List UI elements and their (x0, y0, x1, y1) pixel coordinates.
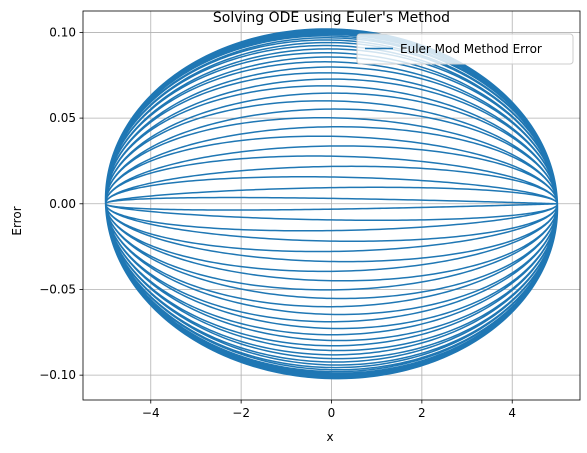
x-tick-label: −2 (232, 406, 250, 420)
x-tick-labels: −4 −2 0 2 4 (142, 406, 516, 420)
y-tick-label: 0.10 (49, 25, 76, 39)
x-tick-label: 0 (328, 406, 336, 420)
legend: Euler Mod Method Error (356, 33, 574, 65)
tick-marks (79, 32, 513, 404)
y-axis-label: Error (10, 206, 24, 235)
y-tick-label: 0.05 (49, 111, 76, 125)
y-tick-label: −0.05 (39, 282, 76, 296)
legend-frame (356, 33, 574, 65)
x-axis-label: x (326, 430, 333, 444)
chart-title: Solving ODE using Euler's Method (213, 10, 450, 26)
y-tick-label: −0.10 (39, 368, 76, 382)
x-tick-label: −4 (142, 406, 160, 420)
legend-label-euler-mod-error: Euler Mod Method Error (400, 42, 542, 56)
y-tick-label: 0.00 (49, 197, 76, 211)
y-tick-labels: −0.10 −0.05 0.00 0.05 0.10 (39, 25, 76, 382)
x-tick-label: 4 (508, 406, 516, 420)
x-tick-label: 2 (418, 406, 426, 420)
